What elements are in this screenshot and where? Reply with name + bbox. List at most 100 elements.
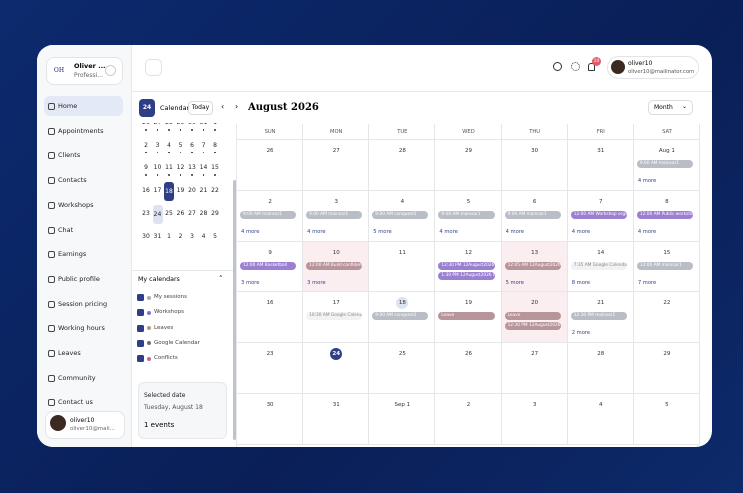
mini-day[interactable]: 22: [211, 187, 219, 195]
day-cell[interactable]: [633, 394, 700, 445]
mini-day[interactable]: 3: [155, 141, 160, 149]
more-link[interactable]: 3 more: [307, 279, 326, 286]
mini-day[interactable]: 4: [167, 141, 171, 149]
mini-day[interactable]: 12: [176, 164, 185, 172]
day-cell[interactable]: [435, 140, 502, 191]
more-link[interactable]: 3 more: [241, 279, 260, 286]
day-cell[interactable]: [435, 394, 502, 445]
mini-day[interactable]: 25: [165, 209, 173, 217]
collapse-icon[interactable]: ˄: [219, 275, 223, 283]
event[interactable]: 12:00 AM Basketball: [240, 261, 297, 270]
more-link[interactable]: 4 more: [571, 228, 591, 235]
event[interactable]: Leave: [438, 312, 495, 321]
day-cell[interactable]: [633, 292, 700, 344]
mini-day[interactable]: 2: [144, 141, 148, 149]
day-cell[interactable]: [369, 343, 436, 394]
more-link[interactable]: 8 more: [571, 279, 591, 286]
mini-day[interactable]: 5: [178, 141, 183, 149]
mini-day[interactable]: 16: [142, 187, 150, 195]
nav-item[interactable]: Appointments: [58, 126, 104, 135]
mini-day[interactable]: 29: [176, 119, 185, 126]
more-link[interactable]: 7 more: [637, 279, 657, 286]
mini-day[interactable]: 20: [188, 187, 196, 195]
day-cell[interactable]: [369, 394, 436, 445]
event[interactable]: 12:00 AM Public workshop: [636, 210, 693, 219]
day-cell[interactable]: [501, 140, 568, 191]
event[interactable]: 12:00 AM mainsar1: [636, 261, 693, 270]
event[interactable]: 1:30 PM 12August2026 medi...: [438, 271, 495, 280]
mini-day[interactable]: 4: [201, 232, 206, 240]
event[interactable]: 12:05 AM 12August2026 co...: [504, 261, 561, 270]
mini-day[interactable]: 18: [164, 182, 174, 202]
nav-item[interactable]: Public profile: [58, 274, 100, 283]
day-cell[interactable]: [237, 292, 304, 344]
day-cell[interactable]: [567, 394, 634, 445]
next-button[interactable]: ›: [235, 102, 239, 111]
mini-day[interactable]: 2: [178, 232, 183, 240]
event[interactable]: 12:30 PM 12August2026: [438, 261, 495, 270]
scrollbar[interactable]: [233, 180, 236, 440]
day-cell[interactable]: [369, 241, 436, 293]
mini-day[interactable]: 8: [213, 141, 217, 149]
event[interactable]: 9:00 AM mainsar1: [504, 210, 561, 219]
mini-day[interactable]: 13: [188, 164, 196, 172]
account-menu[interactable]: [607, 56, 699, 79]
event[interactable]: 9:00 AM mainsar1: [240, 210, 297, 219]
day-cell[interactable]: [237, 343, 304, 394]
mini-day[interactable]: 31: [199, 119, 208, 126]
mini-day[interactable]: 28: [199, 209, 208, 217]
more-link[interactable]: 5 more: [373, 228, 392, 235]
nav-item[interactable]: Session pricing: [58, 299, 108, 308]
nav-item[interactable]: Earnings: [58, 250, 87, 259]
bell-icon[interactable]: [588, 63, 595, 71]
mini-day[interactable]: 3: [190, 232, 194, 240]
more-link[interactable]: 4 more: [241, 228, 260, 235]
mini-day[interactable]: 15: [211, 164, 219, 172]
settings-icon[interactable]: [571, 62, 580, 71]
more-link[interactable]: 4 more: [505, 228, 524, 235]
mini-day[interactable]: 17: [153, 187, 162, 195]
mini-day[interactable]: 26: [142, 119, 150, 126]
event[interactable]: 12:30 PM 12August2026: [504, 322, 561, 331]
event[interactable]: 9:00 AM mainsar1: [438, 210, 495, 219]
event[interactable]: 12:30 PM mainsar1: [570, 312, 627, 321]
nav-item[interactable]: Clients: [58, 151, 81, 160]
more-link[interactable]: 4 more: [307, 228, 326, 235]
day-cell[interactable]: [237, 140, 304, 191]
mini-day[interactable]: 10: [153, 164, 162, 172]
mini-day[interactable]: 30: [188, 119, 196, 126]
nav-item[interactable]: Contact us: [58, 398, 93, 407]
mini-day[interactable]: 23: [142, 209, 150, 217]
event[interactable]: 9:00 AM conquest1: [372, 312, 429, 321]
view-select[interactable]: Month ⌄: [648, 100, 693, 115]
checkbox[interactable]: [137, 355, 144, 363]
today-button[interactable]: Today: [188, 101, 213, 115]
day-cell[interactable]: [435, 343, 502, 394]
mini-day[interactable]: 26: [176, 209, 185, 217]
mini-day[interactable]: 14: [199, 164, 208, 172]
checkbox[interactable]: [137, 324, 144, 332]
nav-item[interactable]: Workshops: [58, 200, 94, 209]
nav-item[interactable]: Leaves: [58, 349, 81, 357]
nav-item[interactable]: Home: [58, 102, 78, 110]
event[interactable]: 9:00 AM conquest1: [372, 210, 429, 219]
mini-day[interactable]: 28: [165, 119, 173, 126]
event[interactable]: 9:00 AM mainsar1: [636, 160, 693, 168]
nav-item[interactable]: Working hours: [58, 324, 105, 333]
mini-day[interactable]: 27: [153, 119, 162, 126]
prev-button[interactable]: ‹: [221, 102, 225, 111]
mini-day[interactable]: 5: [213, 232, 217, 240]
event[interactable]: Leave: [504, 312, 561, 321]
event[interactable]: 12:00 AM Workshop orga...: [570, 210, 627, 219]
mini-day[interactable]: 30: [142, 232, 150, 240]
brand-toggle[interactable]: [105, 65, 116, 76]
mini-day[interactable]: 31: [153, 232, 162, 240]
more-link[interactable]: 4 more: [439, 228, 458, 235]
day-cell[interactable]: [303, 140, 370, 191]
mini-day[interactable]: 24: [152, 204, 163, 224]
mini-day[interactable]: 1: [167, 232, 171, 240]
mini-day[interactable]: 11: [165, 164, 173, 172]
checkbox[interactable]: [137, 309, 144, 317]
sidebar-toggle[interactable]: [145, 59, 162, 76]
day-cell[interactable]: [567, 140, 634, 191]
